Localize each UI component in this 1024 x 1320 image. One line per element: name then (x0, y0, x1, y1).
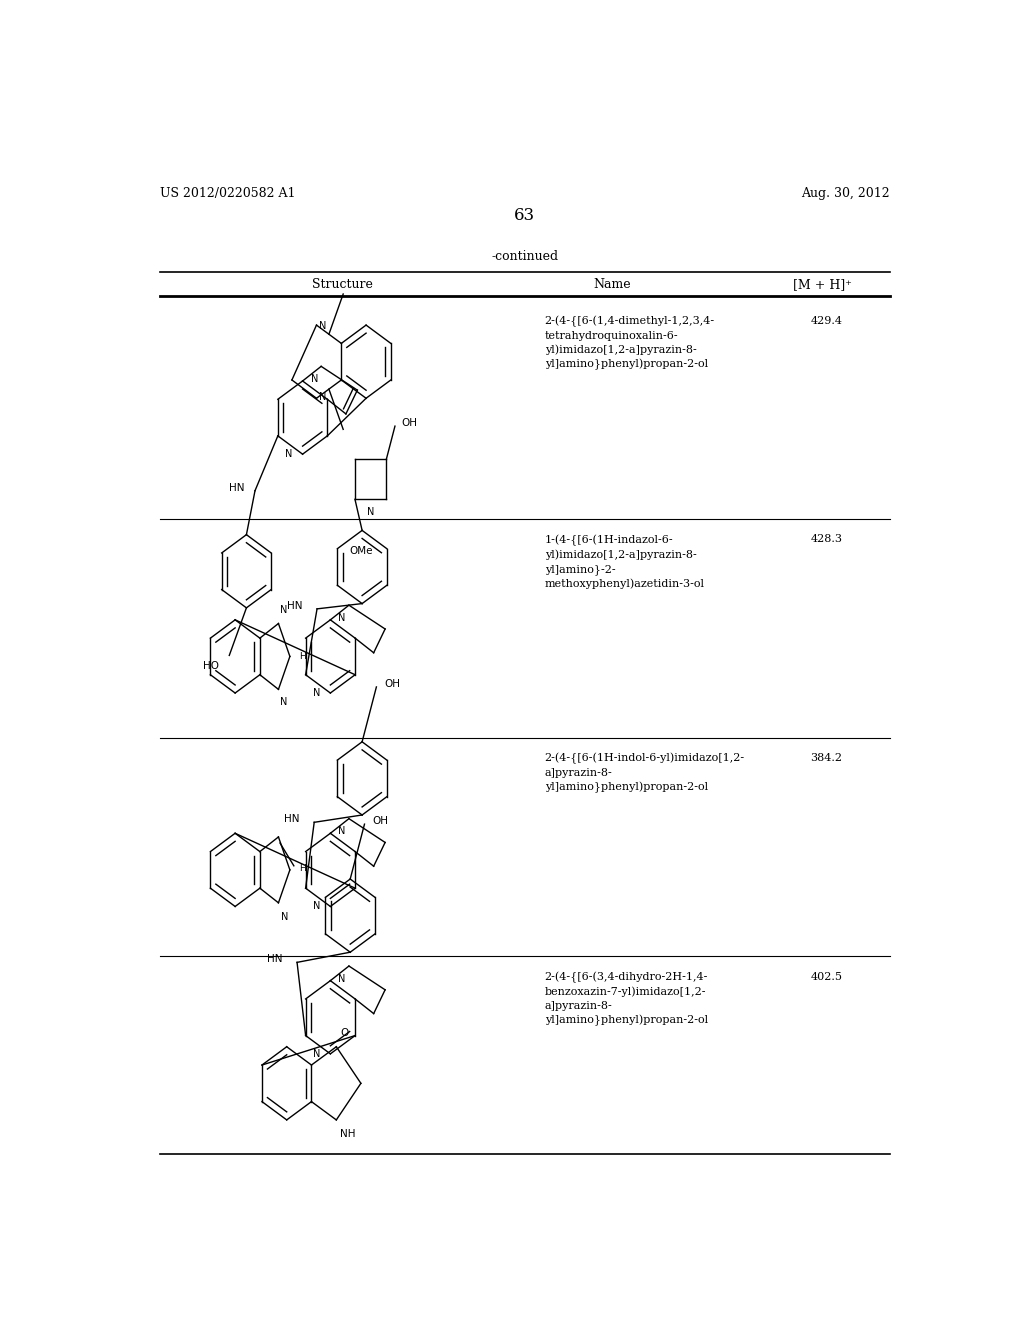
Text: N: N (312, 902, 321, 912)
Text: N: N (281, 912, 288, 921)
Text: 402.5: 402.5 (811, 972, 843, 982)
Text: N: N (338, 826, 346, 837)
Text: Structure: Structure (312, 279, 373, 292)
Text: 428.3: 428.3 (811, 535, 843, 544)
Text: OH: OH (373, 816, 388, 826)
Text: OH: OH (401, 418, 418, 428)
Text: N: N (338, 612, 346, 623)
Text: HN: HN (229, 483, 245, 492)
Text: US 2012/0220582 A1: US 2012/0220582 A1 (160, 187, 295, 199)
Text: NH: NH (340, 1129, 355, 1139)
Text: 2-(4-{[6-(3,4-dihydro-2H-1,4-
benzoxazin-7-yl)imidazo[1,2-
a]pyrazin-8-
yl]amino: 2-(4-{[6-(3,4-dihydro-2H-1,4- benzoxazin… (545, 972, 708, 1026)
Text: HN: HN (288, 601, 303, 611)
Text: N: N (280, 697, 288, 708)
Text: [M + H]⁺: [M + H]⁺ (793, 279, 852, 292)
Text: N: N (285, 449, 292, 459)
Text: N: N (319, 392, 327, 403)
Text: N: N (367, 507, 375, 517)
Text: N: N (338, 974, 346, 983)
Text: Aug. 30, 2012: Aug. 30, 2012 (801, 187, 890, 199)
Text: O: O (340, 1027, 348, 1038)
Text: N: N (310, 374, 317, 384)
Text: HN: HN (285, 814, 300, 824)
Text: OMe: OMe (349, 545, 373, 556)
Text: N: N (312, 1049, 321, 1059)
Text: 63: 63 (514, 207, 536, 224)
Text: N: N (280, 606, 288, 615)
Text: H: H (299, 865, 306, 874)
Text: N: N (312, 688, 321, 698)
Text: 2-(4-{[6-(1,4-dimethyl-1,2,3,4-
tetrahydroquinoxalin-6-
yl)imidazo[1,2-a]pyrazin: 2-(4-{[6-(1,4-dimethyl-1,2,3,4- tetrahyd… (545, 315, 715, 371)
Text: OH: OH (384, 678, 400, 689)
Text: HN: HN (267, 954, 283, 965)
Text: 384.2: 384.2 (811, 752, 843, 763)
Text: 429.4: 429.4 (811, 315, 843, 326)
Text: HO: HO (203, 660, 219, 671)
Text: 2-(4-{[6-(1H-indol-6-yl)imidazo[1,2-
a]pyrazin-8-
yl]amino}phenyl)propan-2-ol: 2-(4-{[6-(1H-indol-6-yl)imidazo[1,2- a]p… (545, 752, 744, 793)
Text: H: H (299, 652, 306, 661)
Text: -continued: -continued (492, 249, 558, 263)
Text: N: N (319, 321, 327, 331)
Text: Name: Name (593, 279, 631, 292)
Text: 1-(4-{[6-(1H-indazol-6-
yl)imidazo[1,2-a]pyrazin-8-
yl]amino}-2-
methoxyphenyl)a: 1-(4-{[6-(1H-indazol-6- yl)imidazo[1,2-a… (545, 535, 705, 589)
